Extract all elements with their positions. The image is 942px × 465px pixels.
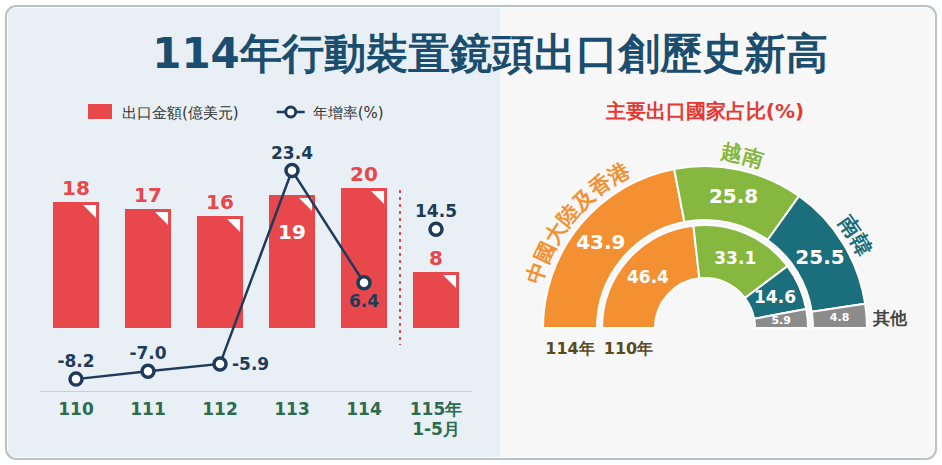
x-tick-label-line: 115年 bbox=[410, 399, 463, 419]
category-label: 中國大陸及香港 bbox=[522, 157, 634, 286]
donut-title: 主要出口國家占比(%) bbox=[605, 99, 804, 123]
x-tick-label-line: 112 bbox=[202, 399, 238, 419]
donut-slice bbox=[812, 304, 867, 328]
slice-label: 25.8 bbox=[709, 184, 758, 208]
slice-label: 33.1 bbox=[714, 248, 756, 268]
bar-label: 17 bbox=[134, 183, 162, 207]
data-labels: 18 17 16 19 20 8 -8.2 -7.0 -5.9 23.4 6.4 14.5 bbox=[57, 143, 457, 374]
donut-slice bbox=[602, 226, 699, 328]
growth-label: -8.2 bbox=[57, 351, 94, 371]
category-label: 越南 bbox=[719, 139, 767, 172]
growth-line bbox=[76, 171, 364, 380]
x-axis-line bbox=[41, 391, 473, 392]
slice-label: 14.6 bbox=[754, 287, 796, 307]
category-label-path: 南韓 bbox=[833, 210, 876, 260]
x-tick-label: 110 bbox=[58, 399, 94, 419]
bar-label: 18 bbox=[62, 176, 90, 200]
bar bbox=[197, 216, 243, 328]
growth-marker bbox=[142, 365, 154, 377]
ring-label: 110年 bbox=[604, 339, 653, 358]
x-tick-label-line: 113 bbox=[274, 399, 310, 419]
growth-marker bbox=[286, 165, 298, 177]
bar-corner bbox=[83, 205, 96, 218]
donut-slice bbox=[754, 309, 808, 328]
category-label-path: 越南 bbox=[719, 139, 767, 172]
title: 114年行動裝置鏡頭出口創歷史新高 bbox=[152, 29, 828, 78]
bar-corner bbox=[155, 212, 168, 225]
legend-label: 出口金額(億美元) bbox=[122, 104, 239, 122]
growth-marker bbox=[214, 358, 226, 370]
bar-label: 19 bbox=[278, 220, 306, 244]
slice-label: 46.4 bbox=[627, 267, 669, 287]
x-tick: 111 bbox=[130, 399, 166, 419]
x-tick: 112 bbox=[202, 399, 238, 419]
x-tick-label: 113 bbox=[274, 399, 310, 419]
x-tick: 115年1-5月 bbox=[410, 399, 463, 439]
plot-area bbox=[53, 165, 459, 386]
bar bbox=[53, 202, 99, 328]
growth-label: -5.9 bbox=[232, 354, 269, 374]
x-tick-label-line: 110 bbox=[58, 399, 94, 419]
bar bbox=[413, 272, 459, 328]
infographic: 114年行動裝置鏡頭出口創歷史新高 110 111 112 113 114 115年1-5月… bbox=[0, 0, 942, 465]
x-axis: 110 111 112 113 114 115年1-5月 bbox=[41, 392, 473, 439]
x-tick-label: 115年1-5月 bbox=[410, 399, 463, 439]
x-tick: 110 bbox=[58, 399, 94, 419]
separator bbox=[399, 190, 401, 345]
legend-label: 年增率(%) bbox=[313, 104, 384, 122]
legend-item: 出口金額(億美元) bbox=[88, 104, 239, 122]
growth-marker bbox=[358, 277, 370, 289]
growth-label: 23.4 bbox=[271, 143, 313, 163]
ring: 46.4 33.1 14.6 5.9 bbox=[602, 225, 808, 328]
bar-corner bbox=[227, 219, 240, 232]
growth-label: -7.0 bbox=[129, 343, 166, 363]
bar bbox=[125, 209, 171, 328]
x-tick-label-line: 1-5月 bbox=[412, 419, 460, 439]
legend-swatch bbox=[88, 104, 112, 119]
frame bbox=[6, 6, 936, 459]
slice-label: 4.8 bbox=[830, 311, 850, 324]
growth-label: 14.5 bbox=[415, 201, 457, 221]
legend-item: 年增率(%) bbox=[277, 104, 384, 122]
ring-label: 114年 bbox=[545, 339, 594, 358]
category-label: 南韓 bbox=[833, 210, 876, 260]
x-tick-label: 111 bbox=[130, 399, 166, 419]
page: 114年行動裝置鏡頭出口創歷史新高 110 111 112 113 114 115年1-5月… bbox=[0, 0, 942, 465]
category-label-path: 中國大陸及香港 bbox=[522, 157, 634, 286]
bar-label: 8 bbox=[429, 246, 443, 270]
bar-corner bbox=[443, 275, 456, 288]
x-tick-label: 112 bbox=[202, 399, 238, 419]
slice-label: 25.5 bbox=[795, 245, 844, 269]
slice-label: 5.9 bbox=[771, 314, 791, 327]
legend-marker bbox=[286, 107, 296, 117]
slice-label: 43.9 bbox=[576, 230, 625, 254]
category-label: 其他 bbox=[872, 308, 908, 328]
bar-label: 20 bbox=[350, 162, 378, 186]
x-tick: 113 bbox=[274, 399, 310, 419]
growth-marker bbox=[430, 223, 442, 235]
x-tick-label: 114 bbox=[346, 399, 382, 419]
growth-label: 6.4 bbox=[349, 291, 379, 311]
bar-corner bbox=[371, 191, 384, 204]
x-tick: 114 bbox=[346, 399, 382, 419]
growth-marker bbox=[70, 373, 82, 385]
donut: 43.9 25.8 25.5 4.8 114年 中國大陸及香港 越南南韓其他 46.4 33.1… bbox=[522, 139, 908, 358]
x-tick-label-line: 114 bbox=[346, 399, 382, 419]
bar-label: 16 bbox=[206, 190, 234, 214]
x-tick-label-line: 111 bbox=[130, 399, 166, 419]
